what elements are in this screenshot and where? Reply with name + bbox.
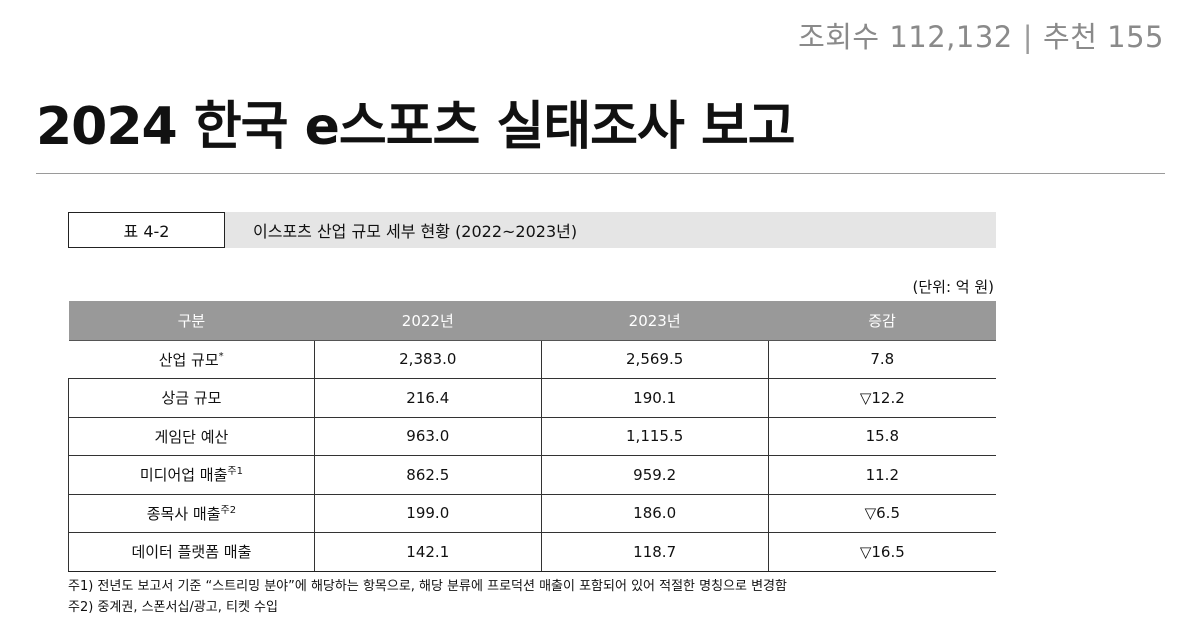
value-2022: 963.0 [314,417,542,456]
row-label: 게임단 예산 [68,417,315,456]
title-divider [36,173,1165,174]
footnote-mark: * [218,350,224,362]
recommend-count: 155 [1107,20,1164,54]
row-label: 상금 규모 [68,378,315,418]
value-change: ▽12.2 [768,378,996,418]
views-label: 조회수 [798,20,880,54]
row-label: 종목사 매출주2 [68,494,315,533]
value-change: 11.2 [768,455,996,495]
stats-separator: | [1022,20,1034,54]
value-2023: 186.0 [541,494,769,533]
footnote-mark: 주1 [227,466,243,478]
footnote-1: 주1) 전년도 보고서 기준 “스트리밍 분야”에 해당하는 항목으로, 해당 … [68,579,787,594]
table-caption: 이스포츠 산업 규모 세부 현황 (2022~2023년) [225,212,996,248]
recommend-label: 추천 [1043,20,1098,54]
header-2023: 2023년 [541,301,769,341]
table-row: 데이터 플랫폼 매출 142.1 118.7 ▽16.5 [68,532,996,572]
page-title: 2024 한국 e스포츠 실태조사 보고 [36,97,796,157]
table-row: 종목사 매출주2 199.0 186.0 ▽6.5 [68,494,996,533]
table-label-bar: 표 4-2 이스포츠 산업 규모 세부 현황 (2022~2023년) [68,212,996,248]
header-category: 구분 [68,301,315,341]
value-change: ▽6.5 [768,494,996,533]
table-row: 미디어업 매출주1 862.5 959.2 11.2 [68,455,996,495]
unit-note: (단위: 억 원) [912,278,995,296]
value-2022: 199.0 [314,494,542,533]
view-recommend-stats: 조회수 112,132 | 추천 155 [798,14,1164,56]
value-change: 15.8 [768,417,996,456]
row-label: 미디어업 매출주1 [68,455,315,495]
footnote-2: 주2) 중계권, 스폰서십/광고, 티켓 수입 [68,600,278,615]
value-2022: 2,383.0 [314,340,542,379]
value-2022: 216.4 [314,378,542,418]
footnote-mark: 주2 [220,504,237,516]
value-2023: 2,569.5 [541,340,769,379]
value-change: 7.8 [768,340,996,379]
header-2022: 2022년 [314,301,542,341]
value-2022: 142.1 [314,532,542,572]
value-2023: 959.2 [541,455,769,495]
value-change: ▽16.5 [768,532,996,572]
header-change: 증감 [768,301,996,341]
esports-industry-table: 구분 2022년 2023년 증감 산업 규모* 2,383.0 2,569.5… [68,301,996,572]
table-header-row: 구분 2022년 2023년 증감 [68,301,996,341]
table-row: 상금 규모 216.4 190.1 ▽12.2 [68,378,996,418]
table-number: 표 4-2 [68,212,225,248]
row-label: 산업 규모* [68,340,315,379]
value-2023: 1,115.5 [541,417,769,456]
value-2023: 190.1 [541,378,769,418]
value-2022: 862.5 [314,455,542,495]
table-row: 산업 규모* 2,383.0 2,569.5 7.8 [68,340,996,379]
table-row: 게임단 예산 963.0 1,115.5 15.8 [68,417,996,456]
row-label: 데이터 플랫폼 매출 [68,532,315,572]
value-2023: 118.7 [541,532,769,572]
table-footnotes: 주1) 전년도 보고서 기준 “스트리밍 분야”에 해당하는 항목으로, 해당 … [68,576,787,618]
views-count: 112,132 [889,20,1013,54]
